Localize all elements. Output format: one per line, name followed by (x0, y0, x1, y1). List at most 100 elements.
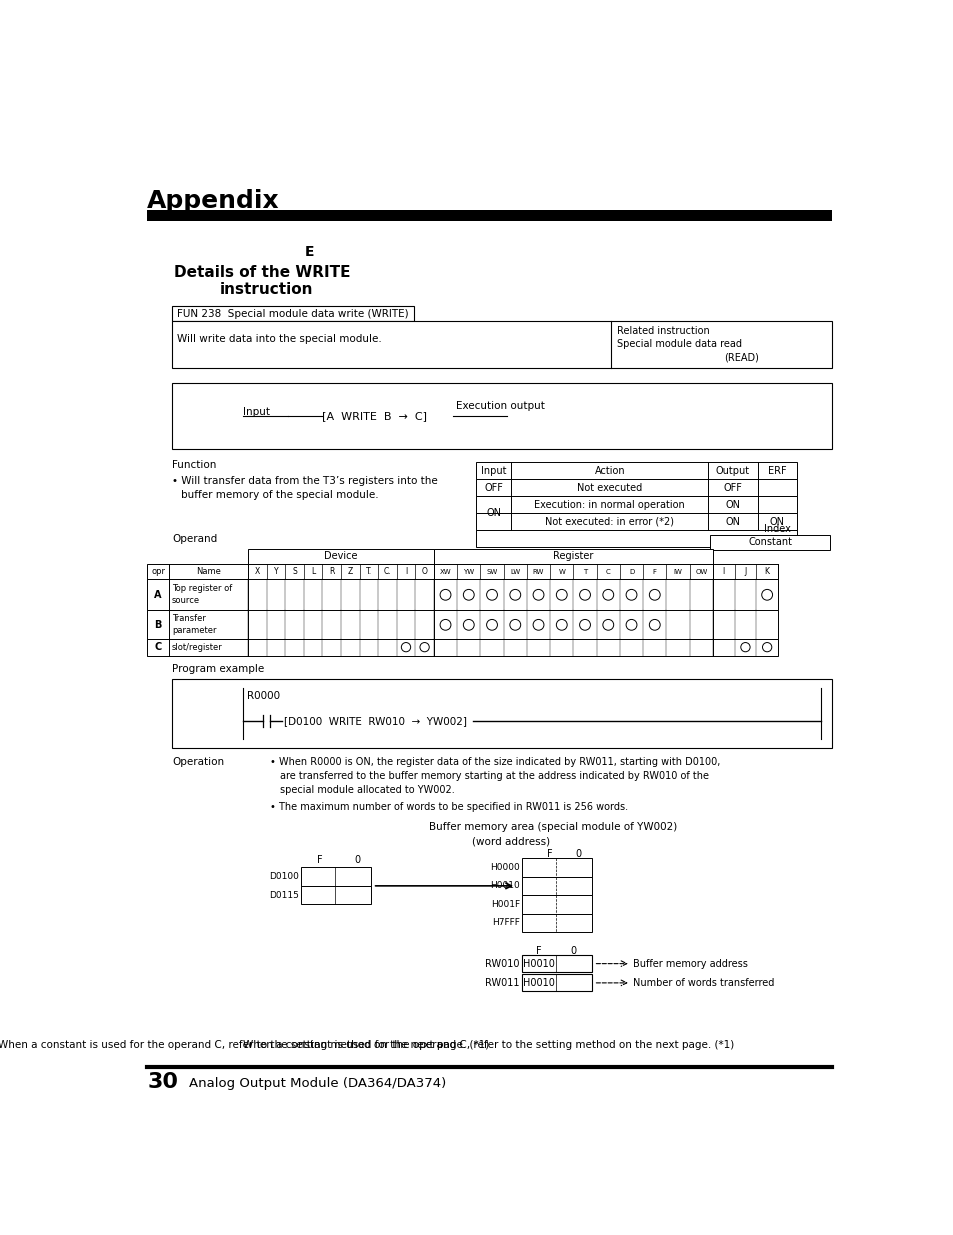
Text: X: X (254, 567, 259, 577)
Text: W: W (558, 568, 564, 574)
Text: 0: 0 (575, 850, 580, 860)
Text: R0000: R0000 (247, 690, 280, 700)
Text: Operation: Operation (172, 757, 224, 767)
Text: When a constant is used for the operand C, refer to the setting method on the ne: When a constant is used for the operand … (243, 1040, 734, 1050)
Text: buffer memory of the special module.: buffer memory of the special module. (181, 490, 378, 500)
Text: Output: Output (716, 466, 749, 475)
Text: parameter: parameter (172, 626, 216, 636)
Text: XW: XW (439, 568, 451, 574)
Text: Buffer memory address: Buffer memory address (633, 958, 747, 968)
Bar (476, 530, 796, 547)
Text: YW: YW (463, 568, 474, 574)
Text: B: B (154, 620, 161, 630)
Text: T.: T. (365, 567, 372, 577)
Text: H0010: H0010 (523, 978, 555, 988)
Text: (READ): (READ) (723, 353, 758, 363)
Text: OFF: OFF (723, 483, 741, 493)
Bar (172, 306, 414, 321)
Text: D: D (628, 568, 634, 574)
Text: Function: Function (172, 461, 216, 471)
Text: Will write data into the special module.: Will write data into the special module. (177, 335, 382, 345)
Text: (word address): (word address) (472, 836, 550, 846)
Text: instruction: instruction (220, 282, 314, 296)
Bar (434, 548, 712, 564)
Bar (521, 974, 592, 992)
Text: C: C (605, 568, 610, 574)
Bar (476, 514, 796, 530)
Text: Number of words transferred: Number of words transferred (633, 978, 774, 988)
Text: special module allocated to YW002.: special module allocated to YW002. (279, 784, 454, 794)
Text: H001F: H001F (490, 900, 519, 909)
Text: Y: Y (274, 567, 278, 577)
Bar (521, 914, 592, 932)
Text: Not executed: Not executed (577, 483, 641, 493)
Bar (521, 858, 592, 877)
Text: S: S (292, 567, 296, 577)
Text: RW011: RW011 (485, 978, 519, 988)
Text: 0: 0 (354, 855, 360, 864)
Text: Action: Action (594, 466, 624, 475)
Bar (147, 640, 778, 656)
Text: H0000: H0000 (490, 863, 519, 872)
Text: I: I (404, 567, 407, 577)
Bar (476, 496, 796, 514)
Text: Execution: in normal operation: Execution: in normal operation (534, 500, 684, 510)
Text: Details of the WRITE: Details of the WRITE (173, 266, 350, 280)
Text: D0115: D0115 (269, 890, 298, 899)
Text: Special module data read: Special module data read (617, 338, 741, 348)
Text: RW: RW (533, 568, 543, 574)
Bar (147, 610, 778, 640)
Bar (521, 877, 592, 895)
Bar (172, 321, 831, 368)
Text: Index: Index (763, 525, 790, 535)
Text: FUN 238  Special module data write (WRITE): FUN 238 Special module data write (WRITE… (177, 309, 409, 319)
Bar (521, 955, 592, 972)
Text: Not executed: in error (*2): Not executed: in error (*2) (545, 516, 674, 526)
Text: K: K (764, 567, 769, 577)
Text: slot/register: slot/register (172, 642, 222, 652)
Bar (172, 679, 831, 748)
Text: • Will transfer data from the T3’s registers into the: • Will transfer data from the T3’s regis… (172, 475, 437, 485)
Text: Input: Input (243, 406, 270, 416)
Text: 30: 30 (147, 1072, 178, 1092)
Text: H0010: H0010 (523, 958, 555, 968)
Text: H7FFF: H7FFF (492, 919, 519, 927)
Text: SW: SW (486, 568, 497, 574)
Text: F: F (536, 946, 541, 956)
Text: F: F (316, 855, 322, 864)
Bar (248, 548, 434, 564)
Bar (147, 210, 831, 221)
Text: Operand: Operand (172, 534, 217, 543)
Text: OW: OW (695, 568, 707, 574)
Text: • When R0000 is ON, the register data of the size indicated by RW011, starting w: • When R0000 is ON, the register data of… (270, 757, 720, 767)
Text: ERF: ERF (767, 466, 785, 475)
Text: When a constant is used for the operand C, refer to the setting method on the ne: When a constant is used for the operand … (0, 1040, 488, 1050)
Text: Execution output: Execution output (456, 401, 544, 411)
Text: LW: LW (510, 568, 519, 574)
Text: ON: ON (725, 516, 740, 526)
Text: T: T (582, 568, 586, 574)
Text: O: O (421, 567, 427, 577)
Bar (301, 885, 371, 904)
Text: Name: Name (195, 567, 220, 577)
Text: Constant: Constant (747, 537, 791, 547)
Text: D0100: D0100 (269, 872, 298, 881)
Text: R: R (329, 567, 334, 577)
Text: Appendix: Appendix (147, 189, 279, 212)
Text: C.: C. (383, 567, 391, 577)
Text: ON: ON (725, 500, 740, 510)
Text: IW: IW (673, 568, 681, 574)
Text: OFF: OFF (483, 483, 502, 493)
Text: ON: ON (486, 508, 500, 519)
Text: 0: 0 (570, 946, 576, 956)
Bar (521, 895, 592, 914)
Text: Related instruction: Related instruction (617, 326, 709, 336)
Text: are transferred to the buffer memory starting at the address indicated by RW010 : are transferred to the buffer memory sta… (279, 771, 708, 781)
Bar (709, 535, 829, 550)
Text: Device: Device (324, 551, 357, 561)
Text: Z: Z (347, 567, 353, 577)
Text: C: C (154, 642, 161, 652)
Text: I: I (721, 567, 724, 577)
Text: Top register of: Top register of (172, 584, 232, 593)
Text: opr: opr (151, 567, 165, 577)
